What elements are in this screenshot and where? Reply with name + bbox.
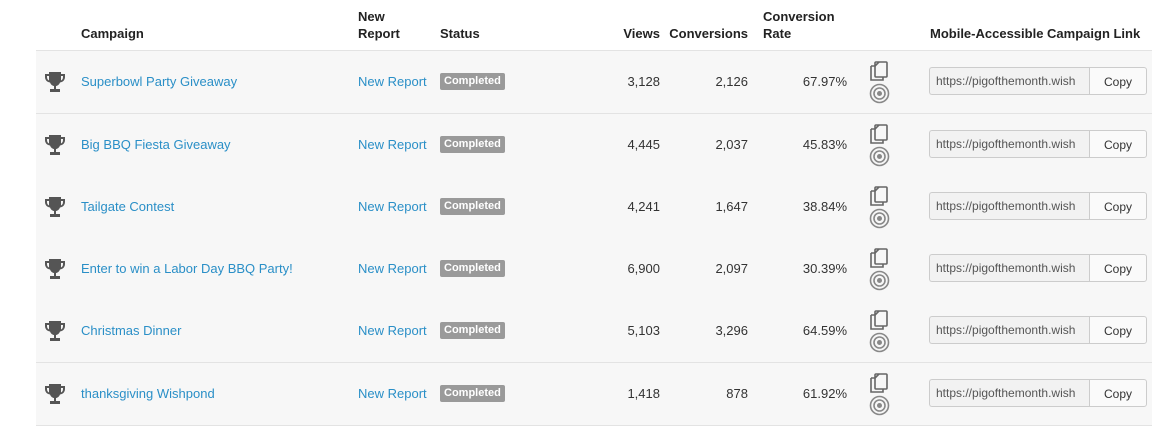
conversions-value: 2,037 (715, 137, 748, 152)
status-badge: Completed (440, 136, 505, 153)
copy-button[interactable]: Copy (1089, 130, 1147, 158)
target-icon[interactable] (869, 83, 890, 104)
status-badge: Completed (440, 260, 505, 277)
campaign-url-field[interactable] (929, 316, 1089, 344)
campaign-link[interactable]: Big BBQ Fiesta Giveaway (81, 137, 231, 152)
duplicate-icon[interactable] (867, 122, 891, 146)
campaign-url-field[interactable] (929, 67, 1089, 95)
target-icon[interactable] (869, 208, 890, 229)
status-badge: Completed (440, 322, 505, 339)
target-icon[interactable] (869, 270, 890, 291)
duplicate-icon[interactable] (867, 246, 891, 270)
header-conversions: Conversions (669, 26, 748, 41)
campaign-url-field[interactable] (929, 254, 1089, 282)
conversions-value: 878 (726, 386, 748, 401)
campaign-link[interactable]: Superbowl Party Giveaway (81, 74, 238, 89)
views-value: 4,445 (627, 137, 660, 152)
table-row: Christmas Dinner New Report Completed 5,… (36, 300, 1152, 363)
copy-button[interactable]: Copy (1089, 379, 1147, 407)
conversion-rate-value: 45.83% (802, 137, 847, 152)
views-value: 5,103 (627, 323, 660, 338)
conversions-value: 2,097 (715, 261, 748, 276)
header-campaign-link: Mobile-Accessible Campaign Link (930, 26, 1141, 41)
target-icon[interactable] (869, 332, 890, 353)
duplicate-icon[interactable] (867, 308, 891, 332)
header-views: Views (623, 26, 660, 41)
trophy-icon (45, 197, 65, 217)
campaign-url-field[interactable] (929, 130, 1089, 158)
status-badge: Completed (440, 385, 505, 402)
conversion-rate-value: 61.92% (802, 386, 847, 401)
status-badge: Completed (440, 73, 505, 90)
conversions-value: 1,647 (715, 199, 748, 214)
trophy-icon (45, 321, 65, 341)
table-row: Tailgate Contest New Report Completed 4,… (36, 176, 1152, 239)
header-campaign: Campaign (81, 26, 144, 41)
header-status: Status (440, 26, 480, 41)
copy-button[interactable]: Copy (1089, 67, 1147, 95)
header-new-report: New Report (358, 9, 400, 41)
table-row: Enter to win a Labor Day BBQ Party! New … (36, 238, 1152, 301)
new-report-link[interactable]: New Report (358, 261, 427, 276)
views-value: 6,900 (627, 261, 660, 276)
conversions-value: 3,296 (715, 323, 748, 338)
duplicate-icon[interactable] (867, 59, 891, 83)
conversions-value: 2,126 (715, 74, 748, 89)
table-row: thanksgiving Wishpond New Report Complet… (36, 363, 1152, 426)
table-row: Superbowl Party Giveaway New Report Comp… (36, 51, 1152, 114)
copy-button[interactable]: Copy (1089, 316, 1147, 344)
campaign-url-field[interactable] (929, 379, 1089, 407)
status-badge: Completed (440, 198, 505, 215)
trophy-icon (45, 384, 65, 404)
new-report-link[interactable]: New Report (358, 137, 427, 152)
trophy-icon (45, 72, 65, 92)
copy-button[interactable]: Copy (1089, 254, 1147, 282)
header-conversion-rate: Conversion Rate (763, 9, 835, 41)
views-value: 4,241 (627, 199, 660, 214)
new-report-link[interactable]: New Report (358, 199, 427, 214)
new-report-link[interactable]: New Report (358, 323, 427, 338)
table-header: Campaign New Report Status Views Convers… (36, 0, 1152, 51)
target-icon[interactable] (869, 395, 890, 416)
new-report-link[interactable]: New Report (358, 74, 427, 89)
views-value: 1,418 (627, 386, 660, 401)
conversion-rate-value: 30.39% (802, 261, 847, 276)
conversion-rate-value: 64.59% (802, 323, 847, 338)
copy-button[interactable]: Copy (1089, 192, 1147, 220)
campaign-link[interactable]: thanksgiving Wishpond (81, 386, 215, 401)
campaign-link[interactable]: Christmas Dinner (81, 323, 182, 338)
campaign-url-field[interactable] (929, 192, 1089, 220)
duplicate-icon[interactable] (867, 371, 891, 395)
trophy-icon (45, 259, 65, 279)
target-icon[interactable] (869, 146, 890, 167)
conversion-rate-value: 67.97% (802, 74, 847, 89)
views-value: 3,128 (627, 74, 660, 89)
new-report-link[interactable]: New Report (358, 386, 427, 401)
table-row: Big BBQ Fiesta Giveaway New Report Compl… (36, 114, 1152, 177)
campaign-link[interactable]: Enter to win a Labor Day BBQ Party! (81, 261, 293, 276)
duplicate-icon[interactable] (867, 184, 891, 208)
trophy-icon (45, 135, 65, 155)
conversion-rate-value: 38.84% (802, 199, 847, 214)
campaign-link[interactable]: Tailgate Contest (81, 199, 175, 214)
